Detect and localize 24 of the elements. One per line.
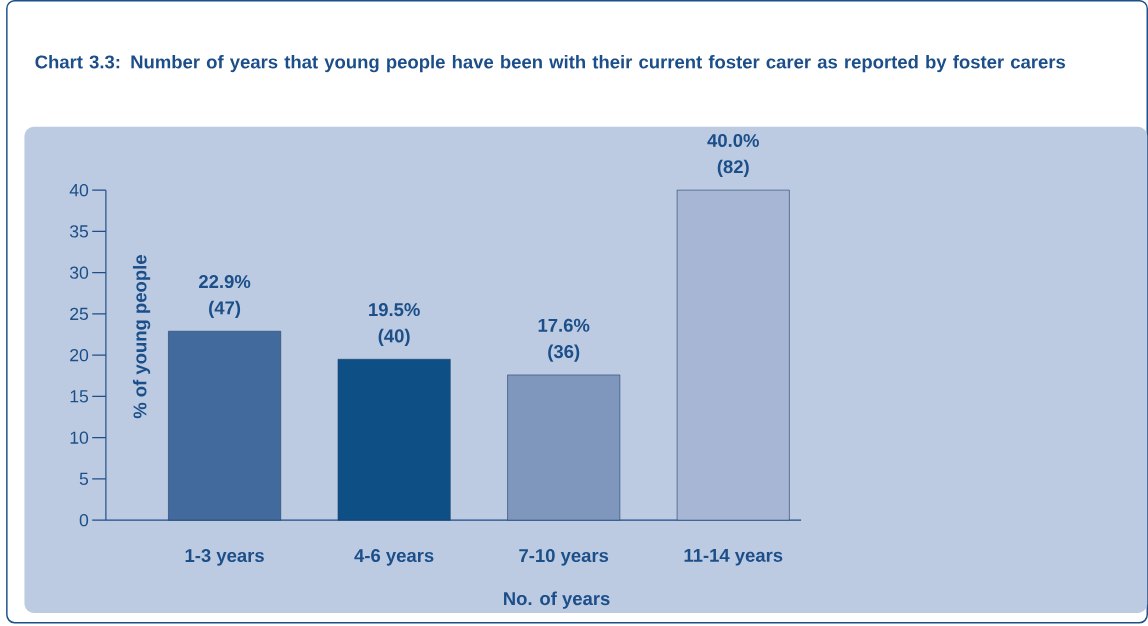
y-tick-label: 30 [69,266,89,280]
x-tick-label: 11-14 years [684,549,783,566]
x-axis-title: No. of years [504,591,610,610]
y-axis-title: % of young people [132,255,151,419]
bar [337,359,451,521]
bar [676,190,790,521]
y-tick-label: 0 [79,514,89,527]
x-tick-label: 4-6 years [354,549,434,566]
bar [507,374,621,521]
y-tick-label: 10 [70,431,89,445]
x-tick-label: 7-10 years [519,549,609,566]
data-label: 22.9% (47) [199,275,251,319]
chart-title: Chart 3.3: Number of years that young people have been with their current foster carer as reported by foster carers [35,55,1066,73]
y-tick-label: 15 [70,390,89,403]
x-tick-label: 1-3 years [185,549,264,566]
bar [168,331,282,521]
y-tick-label: 40 [69,184,89,197]
data-label: 19.5% (40) [369,303,420,347]
y-tick-label: 35 [69,225,89,238]
data-label: 17.6% (36) [538,318,590,362]
y-tick-label: 20 [70,349,89,362]
y-tick-label: 5 [79,472,89,486]
y-tick-label: 25 [70,307,89,321]
data-label: 40.0% (82) [707,134,759,178]
